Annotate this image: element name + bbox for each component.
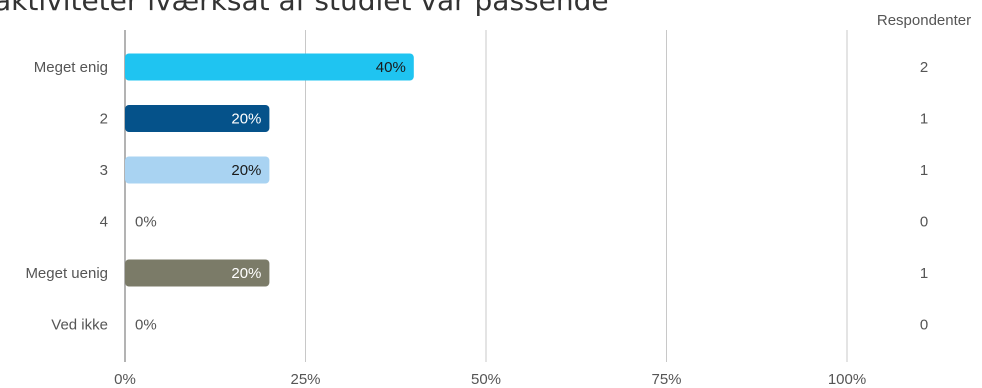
- category-label: Ved ikke: [51, 317, 108, 334]
- x-tick-label: 100%: [828, 371, 866, 388]
- x-tick-label: 50%: [471, 371, 501, 388]
- respondent-count: 0: [920, 317, 928, 334]
- x-tick-label: 25%: [290, 371, 320, 388]
- bar-value-label: 20%: [231, 111, 261, 128]
- bar-value-label: 0%: [135, 214, 157, 231]
- category-label: 3: [100, 162, 108, 179]
- bar-value-label: 0%: [135, 317, 157, 334]
- respondent-count: 2: [920, 59, 928, 76]
- x-tick-label: 75%: [651, 371, 681, 388]
- bar: [125, 259, 270, 287]
- respondent-count: 1: [920, 162, 928, 179]
- category-label: 4: [100, 214, 108, 231]
- grid-lines: [124, 30, 848, 362]
- bar-value-label: 20%: [231, 162, 261, 179]
- bar: [125, 53, 414, 81]
- labels: 0% 25% 50% 75% 100%Meget enig 40% 22 20% 13 20% 14…: [25, 59, 928, 388]
- respondents-header: Respondenter: [877, 12, 971, 29]
- category-label: Meget enig: [34, 59, 108, 76]
- category-label: Meget uenig: [25, 265, 108, 282]
- category-label: 2: [100, 111, 108, 128]
- x-tick-label: 0%: [114, 371, 136, 388]
- respondent-count: 1: [920, 265, 928, 282]
- bar: [125, 105, 270, 132]
- bar: [125, 156, 270, 184]
- chart-title: aktiviteter iværksat af studiet var pass…: [0, 0, 609, 17]
- bar-value-label: 20%: [231, 265, 261, 282]
- bar-value-label: 40%: [376, 59, 406, 76]
- respondent-count: 1: [920, 111, 928, 128]
- bars: [125, 53, 414, 287]
- respondent-count: 0: [920, 214, 928, 231]
